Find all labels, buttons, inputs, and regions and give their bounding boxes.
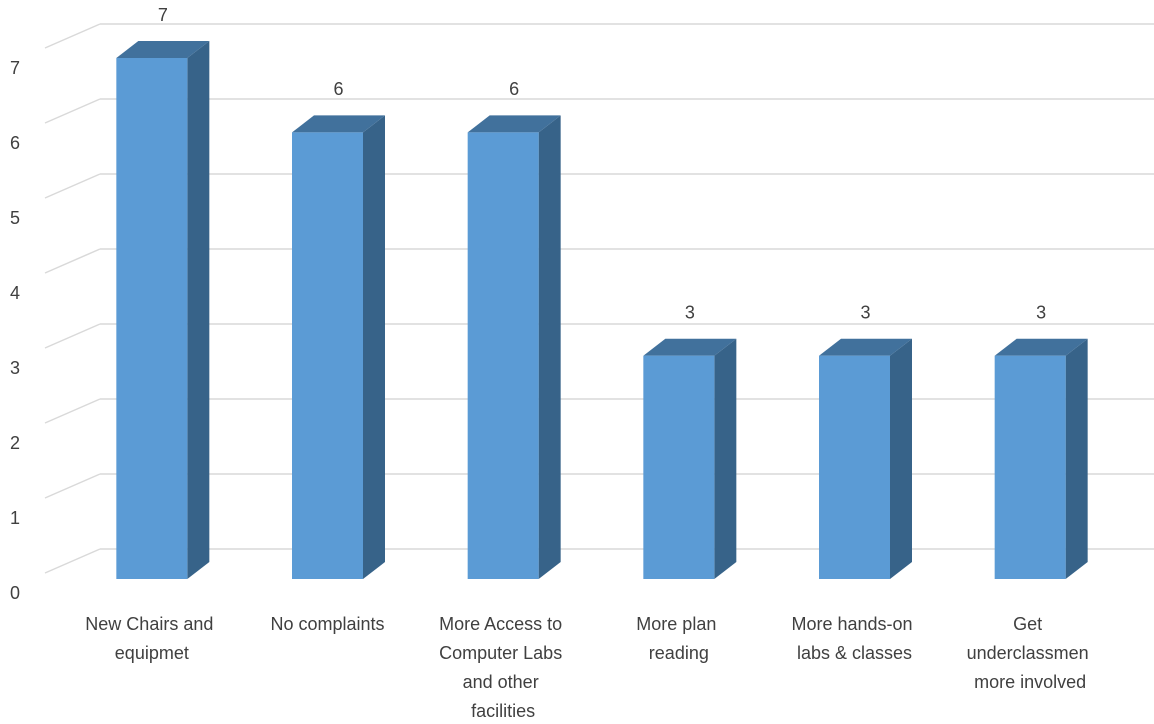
x-tick-label: More hands-on labs & classes <box>791 614 917 663</box>
bar-side <box>187 41 210 579</box>
y-tick-label: 2 <box>10 433 20 453</box>
x-tick-label-line: Get <box>1013 614 1047 634</box>
x-tick-label: New Chairs and equipmet <box>85 614 218 663</box>
y-tick-label: 0 <box>10 583 20 603</box>
y-tick-label: 3 <box>10 358 20 378</box>
value-label: 3 <box>860 302 870 322</box>
bar-front <box>116 58 188 579</box>
bar-front <box>819 355 890 579</box>
y-tick-label: 6 <box>10 133 20 153</box>
x-tick-label-line: facilities <box>471 701 535 721</box>
x-tick-label-line: More hands-on <box>791 614 917 634</box>
x-tick-label-line: More Access to <box>439 614 567 634</box>
x-tick-label-line: Computer Labs <box>439 643 567 663</box>
grid-line <box>44 23 101 49</box>
bar-front <box>643 355 715 579</box>
x-tick-label-line: and other <box>463 672 544 692</box>
x-tick-label-line: New Chairs and <box>85 614 218 634</box>
grid-line <box>44 323 101 349</box>
x-tick-label-line: equipmet <box>115 643 189 663</box>
bar-top <box>292 115 385 133</box>
y-tick-label: 5 <box>10 208 20 228</box>
bar <box>643 338 737 579</box>
y-tick-label: 4 <box>10 283 20 303</box>
x-tick-label: More plan reading <box>636 614 721 663</box>
bar-top <box>467 115 561 133</box>
bar <box>292 115 385 579</box>
bar <box>994 338 1088 579</box>
x-tick-label-line: more involved <box>974 672 1086 692</box>
bar-top <box>116 41 210 58</box>
x-tick-label-line: labs & classes <box>797 643 912 663</box>
bar-front <box>292 132 363 579</box>
bar-top <box>643 338 737 356</box>
value-label: 3 <box>1036 302 1046 322</box>
y-tick-label: 7 <box>10 58 20 78</box>
x-tick-label: More Access to Computer Labs and other f… <box>439 614 567 721</box>
x-tick-label-line: No complaints <box>270 614 384 634</box>
grid-line <box>44 173 101 199</box>
bar-front <box>467 132 539 579</box>
x-tick-label-line: underclassmen <box>967 643 1094 663</box>
value-label: 6 <box>333 79 343 99</box>
grid-line <box>44 248 101 274</box>
x-tick-label-line: More plan <box>636 614 721 634</box>
value-label: 6 <box>509 79 519 99</box>
x-tick-label: No complaints <box>270 614 384 634</box>
bar-front <box>994 355 1066 579</box>
value-label: 7 <box>158 5 168 25</box>
value-label: 3 <box>685 302 695 322</box>
x-tick-label-line: reading <box>649 643 709 663</box>
x-tick-label: Get underclassmen more involved <box>967 614 1094 692</box>
grid-line <box>44 473 101 499</box>
bar-side <box>363 115 385 579</box>
bar-top <box>994 338 1088 356</box>
bar-top <box>819 338 912 356</box>
bar-side <box>890 338 912 579</box>
bar <box>819 338 912 579</box>
bar-side <box>1065 338 1088 579</box>
bar <box>116 41 210 579</box>
bar <box>467 115 561 579</box>
grid-line <box>44 398 101 424</box>
y-tick-label: 1 <box>10 508 20 528</box>
grid-line <box>44 98 101 124</box>
bar-side <box>714 338 737 579</box>
bar-side <box>538 115 561 579</box>
grid-line <box>44 548 101 574</box>
